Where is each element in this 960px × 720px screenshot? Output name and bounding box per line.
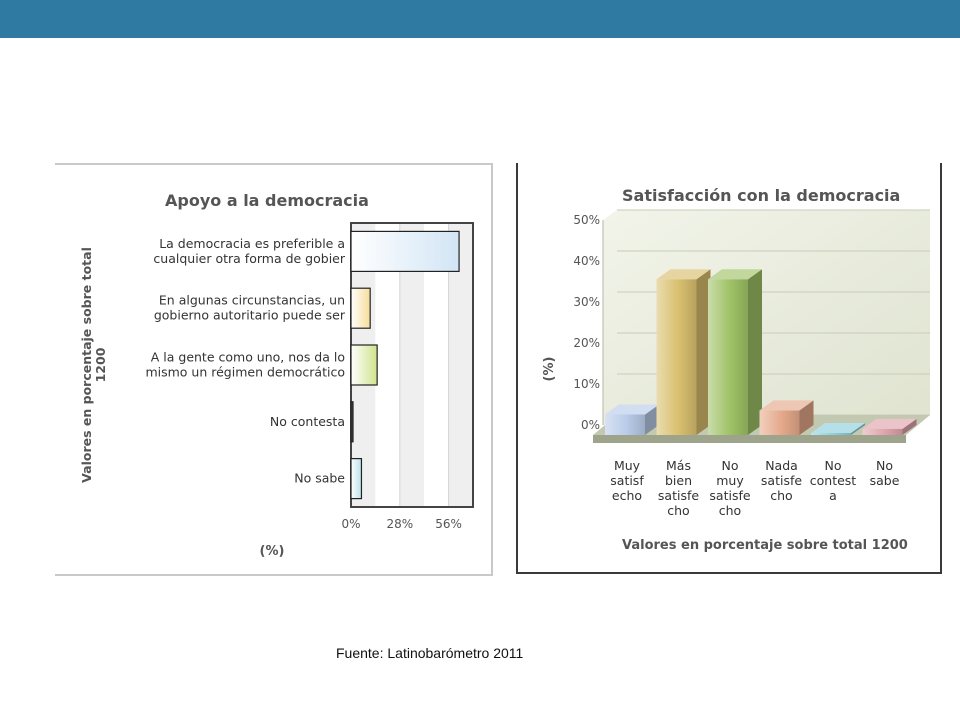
category-label: No bbox=[722, 458, 739, 473]
bar bbox=[350, 401, 354, 443]
category-label: A la gente como uno, nos da lo bbox=[151, 350, 345, 365]
category-label: bien bbox=[665, 473, 692, 488]
bar-front bbox=[708, 279, 748, 435]
x-axis-label: (%) bbox=[260, 544, 285, 559]
bar bbox=[862, 418, 917, 435]
bar bbox=[708, 269, 762, 435]
bar bbox=[350, 458, 363, 500]
bar bbox=[350, 344, 378, 386]
x-axis-label: Valores en porcentaje sobre total 1200 bbox=[622, 538, 908, 553]
y-tick-label: 50% bbox=[573, 213, 600, 227]
category-label: sabe bbox=[870, 473, 900, 488]
x-tick-label: 56% bbox=[435, 517, 462, 531]
category-label: Nada bbox=[765, 458, 798, 473]
category-label: No sabe bbox=[294, 471, 345, 486]
bar-side bbox=[851, 422, 865, 435]
bar bbox=[656, 269, 711, 435]
plot-floor-edge bbox=[593, 435, 906, 443]
bar-top bbox=[759, 400, 814, 411]
bar-side bbox=[799, 400, 814, 435]
category-label: La democracia es preferible a bbox=[159, 236, 345, 251]
category-label: satisfe bbox=[658, 488, 699, 503]
bar bbox=[350, 287, 371, 329]
category-label: satisf bbox=[610, 473, 644, 488]
chart-panel-apoyo: Apoyo a la democracia 0% 28% 56% (%) Valores … bbox=[55, 163, 493, 576]
bar-side bbox=[696, 269, 711, 435]
bar bbox=[605, 404, 659, 435]
category-label: En algunas circunstancias, un bbox=[159, 293, 345, 308]
x-tick-label: 28% bbox=[386, 517, 413, 531]
category-label: satisfe bbox=[709, 488, 750, 503]
chart-satisfaccion-democracia: Satisfacción con la democracia 0% 10% 20% 30… bbox=[542, 186, 930, 553]
category-label: gobierno autoritario puede ser bbox=[154, 308, 346, 323]
y-tick-label: 10% bbox=[573, 377, 600, 391]
category-label: No bbox=[825, 458, 842, 473]
chart-title: Apoyo a la democracia bbox=[165, 191, 369, 210]
category-label: No contesta bbox=[270, 414, 345, 429]
chart-title: Satisfacción con la democracia bbox=[622, 186, 900, 205]
x-tick-label: 0% bbox=[341, 517, 360, 531]
category-label: Más bbox=[666, 458, 691, 473]
category-label: cho bbox=[719, 503, 741, 518]
category-label: a bbox=[829, 488, 837, 503]
y-axis-label-line: 1200 bbox=[93, 347, 108, 382]
source-note: Fuente: Latinobarómetro 2011 bbox=[336, 645, 524, 661]
bar-front bbox=[759, 410, 800, 435]
bar-side bbox=[645, 404, 659, 435]
bar-top bbox=[605, 404, 659, 415]
y-tick-label: 0% bbox=[581, 418, 600, 432]
y-axis-label-line: Valores en porcentaje sobre total bbox=[79, 247, 94, 483]
category-label: mismo un régimen democrático bbox=[145, 365, 345, 380]
bar-top bbox=[811, 422, 865, 433]
category-label: Muy bbox=[614, 458, 641, 473]
bar-front bbox=[862, 428, 903, 435]
category-label: cualquier otra forma de gobier bbox=[153, 251, 345, 266]
category-label: contest bbox=[810, 473, 857, 488]
header-bar bbox=[0, 0, 960, 38]
bar-top bbox=[656, 269, 711, 280]
y-axis-label: (%) bbox=[542, 357, 557, 382]
category-label: echo bbox=[612, 488, 642, 503]
bar-side bbox=[748, 269, 762, 435]
bar-front bbox=[811, 432, 851, 435]
y-tick-label: 20% bbox=[573, 336, 600, 350]
bar-front bbox=[605, 414, 645, 435]
y-tick-label: 40% bbox=[573, 254, 600, 268]
plot-wall bbox=[603, 210, 930, 425]
y-tick-label: 30% bbox=[573, 295, 600, 309]
bar-front bbox=[656, 279, 697, 435]
category-label: satisfe bbox=[761, 473, 802, 488]
category-label: No bbox=[876, 458, 893, 473]
bar-side bbox=[902, 418, 917, 435]
chart-panel-satisfaccion: Satisfacción con la democracia 0% 10% 20% 30… bbox=[516, 163, 942, 574]
bar-top bbox=[708, 269, 762, 280]
bar bbox=[350, 230, 460, 273]
category-label: cho bbox=[667, 503, 689, 518]
chart-apoyo-democracia: Apoyo a la democracia 0% 28% 56% (%) Valores … bbox=[79, 191, 474, 559]
y-axis-label: Valores en porcentaje sobre total 1200 bbox=[79, 247, 108, 483]
bar bbox=[759, 400, 814, 435]
category-label: muy bbox=[716, 473, 744, 488]
bar bbox=[811, 422, 865, 435]
bar-top bbox=[862, 418, 917, 429]
category-label: cho bbox=[770, 488, 792, 503]
